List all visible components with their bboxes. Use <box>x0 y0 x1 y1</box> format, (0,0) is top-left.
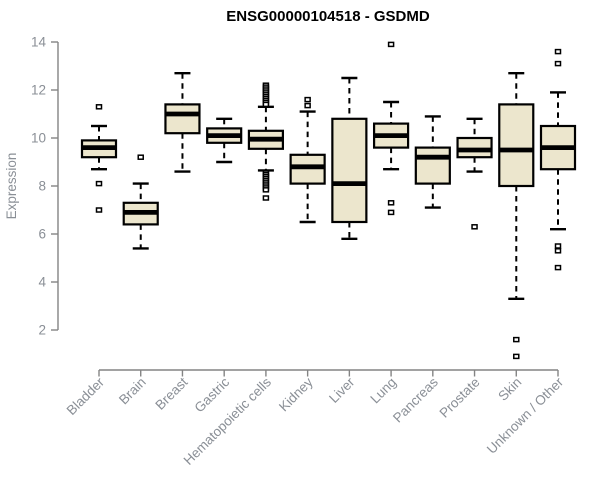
x-axis-category-label: Kidney <box>276 374 316 414</box>
x-axis-category-label: Bladder <box>64 374 108 418</box>
y-axis-tick-label: 14 <box>31 35 47 50</box>
outlier-point <box>262 101 270 108</box>
box-rect <box>414 146 451 185</box>
outlier-point <box>95 104 103 110</box>
outlier-point <box>554 248 562 254</box>
outlier-point <box>513 353 520 360</box>
boxplot-lung <box>372 41 410 216</box>
x-axis-category-label: Unknown / Other <box>484 374 567 457</box>
outlier-point <box>262 195 270 201</box>
boxplot-unknown-other <box>539 48 577 271</box>
outlier-point <box>304 96 311 103</box>
outlier-point <box>387 41 395 48</box>
y-axis-tick-label: 12 <box>31 83 46 98</box>
boxplot-gastric <box>206 117 243 164</box>
x-axis-category-label: Lung <box>367 375 399 407</box>
y-axis-tick-label: 10 <box>31 131 46 146</box>
x-axis-category-label: Pancreas <box>390 374 441 425</box>
outlier-point <box>471 224 478 230</box>
outlier-point <box>554 243 562 249</box>
x-axis-category-label: Prostate <box>437 375 483 421</box>
y-axis-tick-label: 2 <box>38 323 46 338</box>
outlier-point <box>554 48 562 55</box>
y-axis-title: Expression <box>4 153 19 220</box>
boxplot-liver <box>331 76 368 241</box>
outlier-point <box>387 209 395 216</box>
box-rect <box>289 153 326 185</box>
y-axis-tick-label: 4 <box>38 275 46 290</box>
boxplot-prostate <box>456 117 493 230</box>
boxplot-brain <box>122 154 159 250</box>
y-axis-tick-label: 6 <box>38 227 46 242</box>
boxplot-breast <box>164 71 201 173</box>
outlier-point <box>95 180 103 187</box>
x-axis-category-label: Skin <box>495 375 524 404</box>
outlier-point <box>95 207 103 213</box>
outlier-point <box>262 187 270 193</box>
x-axis-category-label: Liver <box>326 374 358 406</box>
boxplot-skin <box>498 71 535 360</box>
box-rect <box>164 103 201 135</box>
outlier-point <box>554 60 562 67</box>
x-axis-category-label: Breast <box>152 374 190 412</box>
boxplot-bladder <box>80 104 118 213</box>
boxplot-pancreas <box>414 115 451 209</box>
chart-title: ENSG00000104518 - GSDMD <box>226 8 430 25</box>
boxplot-hematopoietic-cells <box>247 82 285 201</box>
boxes-layer <box>80 41 577 360</box>
boxplot-kidney <box>289 96 326 224</box>
x-axis-category-label: Brain <box>116 375 149 408</box>
outlier-point <box>137 154 144 160</box>
x-axis-category-label: Gastric <box>191 374 232 415</box>
outlier-point <box>513 336 520 343</box>
y-axis-tick-label: 8 <box>38 179 46 194</box>
box-rect <box>331 117 368 224</box>
outlier-point <box>554 264 562 271</box>
box-rect <box>498 103 535 188</box>
outlier-point <box>387 200 395 206</box>
outlier-point <box>304 102 311 109</box>
